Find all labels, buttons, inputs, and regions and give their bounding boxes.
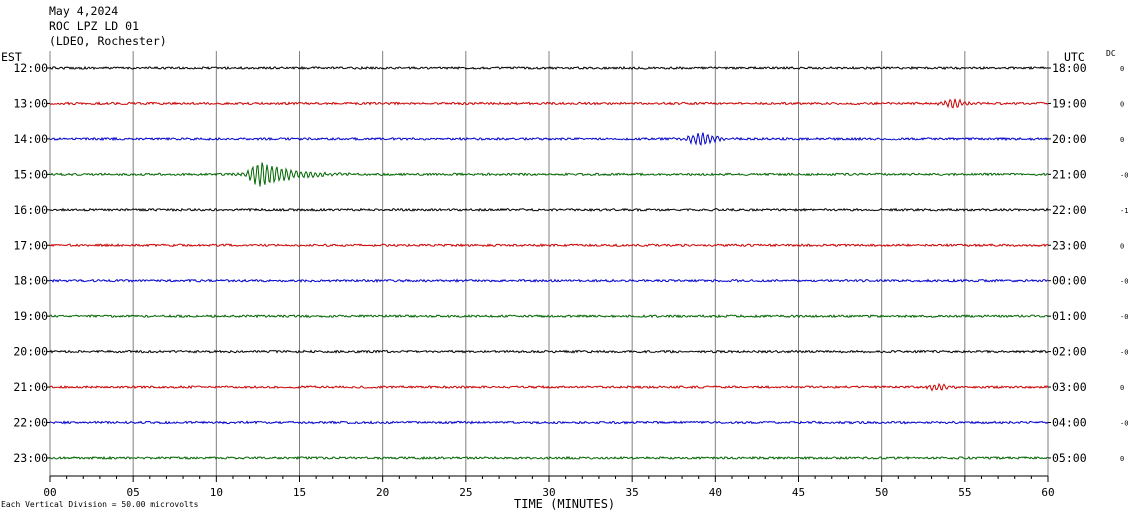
row-dc-value: 0 — [1120, 65, 1124, 73]
row-label-est: 22:00 — [13, 416, 48, 430]
row-label-utc: 00:00 — [1052, 274, 1087, 288]
row-label-est: 17:00 — [13, 238, 48, 252]
row-label-est: 19:00 — [13, 309, 48, 323]
row-label-utc: 01:00 — [1052, 309, 1087, 323]
dc-offset-header: DC — [1106, 49, 1116, 58]
trace-2100 — [49, 382, 1049, 392]
row-dc-value: 0 — [1120, 384, 1124, 392]
x-tick-label: 10 — [210, 486, 223, 499]
x-tick-label: 35 — [626, 486, 639, 499]
row-dc-value: 0 — [1120, 136, 1124, 144]
x-tick-label: 05 — [127, 486, 140, 499]
row-dc-value: -0 — [1120, 171, 1128, 179]
station-title: ROC LPZ LD 01 — [49, 19, 140, 33]
row-label-est: 23:00 — [13, 451, 48, 465]
row-label-est: 15:00 — [13, 167, 48, 181]
trace-1600 — [49, 207, 1049, 212]
row-dc-value: -0 — [1120, 313, 1128, 321]
x-tick-label: 50 — [875, 486, 888, 499]
row-dc-value: 0 — [1120, 242, 1124, 250]
row-label-est: 20:00 — [13, 345, 48, 359]
row-label-est: 21:00 — [13, 380, 48, 394]
row-dc-value: -0 — [1120, 420, 1128, 428]
x-tick-label: 25 — [459, 486, 472, 499]
row-label-utc: 20:00 — [1052, 132, 1087, 146]
x-tick-label: 15 — [293, 486, 306, 499]
row-label-utc: 22:00 — [1052, 203, 1087, 217]
trace-1200 — [49, 65, 1049, 71]
trace-1800 — [49, 278, 1049, 283]
trace-1500 — [49, 162, 1049, 187]
row-dc-value: 0 — [1120, 100, 1124, 108]
trace-2200 — [49, 420, 1049, 425]
x-axis: 00 05 10 15 20 25 30 35 40 45 50 55 60 — [43, 475, 1055, 499]
x-tick-label: 40 — [709, 486, 722, 499]
row-label-est: 18:00 — [13, 274, 48, 288]
row-dc-value: -1 — [1120, 207, 1128, 215]
row-label-est: 16:00 — [13, 203, 48, 217]
row-dc-value: 0 — [1120, 455, 1124, 463]
x-tick-label: 45 — [792, 486, 805, 499]
row-label-utc: 21:00 — [1052, 167, 1087, 181]
trace-2000 — [49, 349, 1049, 354]
row-label-utc: 18:00 — [1052, 61, 1087, 75]
x-tick-label: 20 — [376, 486, 389, 499]
trace-2300 — [49, 455, 1049, 461]
row-dc-value: -0 — [1120, 349, 1128, 357]
row-label-utc: 02:00 — [1052, 345, 1087, 359]
row-labels: 12:00 18:00 0 13:00 19:00 0 14:00 20:00 0 15:00 21… — [13, 61, 1128, 465]
x-tick-label: 55 — [958, 486, 971, 499]
row-label-est: 12:00 — [13, 61, 48, 75]
row-label-utc: 05:00 — [1052, 451, 1087, 465]
row-label-est: 14:00 — [13, 132, 48, 146]
left-timezone-label: EST — [1, 50, 22, 64]
traces — [49, 65, 1049, 461]
row-label-utc: 19:00 — [1052, 96, 1087, 110]
trace-1300 — [49, 98, 1049, 109]
date-title: May 4,2024 — [49, 4, 119, 18]
trace-1400 — [49, 132, 1049, 146]
row-label-utc: 03:00 — [1052, 380, 1087, 394]
row-label-utc: 23:00 — [1052, 238, 1087, 252]
network-title: (LDEO, Rochester) — [49, 34, 167, 48]
row-label-est: 13:00 — [13, 96, 48, 110]
grid-lines — [49, 51, 1049, 476]
row-dc-value: -0 — [1120, 278, 1128, 286]
x-tick-label: 60 — [1041, 486, 1054, 499]
row-label-utc: 04:00 — [1052, 416, 1087, 430]
x-axis-label: TIME (MINUTES) — [514, 497, 616, 511]
scale-note: Each Vertical Division = 50.00 microvolt… — [1, 500, 199, 509]
trace-1900 — [49, 314, 1049, 319]
x-tick-label: 30 — [542, 486, 555, 499]
right-timezone-label: UTC — [1064, 50, 1085, 64]
x-tick-label: 00 — [43, 486, 56, 499]
trace-1700 — [49, 243, 1049, 248]
